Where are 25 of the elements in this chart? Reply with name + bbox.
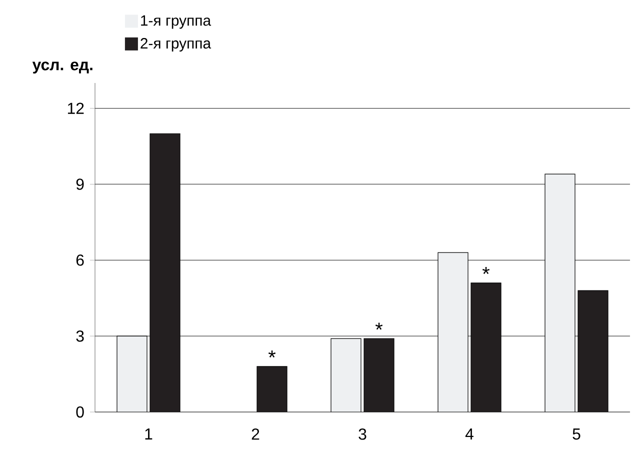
y-axis-title: усл. ед. [32,62,92,74]
annotation: * [375,322,383,330]
bar [116,336,148,412]
legend-label: 2-я группа [140,38,212,52]
bar [256,366,288,412]
bar [544,174,576,412]
x-tick-label: 3 [358,428,366,440]
x-tick-label: 5 [572,428,580,440]
annotation: * [268,350,276,358]
bar [150,133,180,412]
bar [470,282,502,412]
y-tick-label: 9 [76,178,84,190]
bar [364,338,394,412]
x-tick-label: 1 [145,428,152,440]
x-tick-label: 4 [465,428,474,440]
annotation: * [482,267,490,274]
x-tick-label: 2 [252,428,260,440]
bar [578,290,608,412]
y-tick-label: 12 [68,102,84,114]
bar [438,252,468,412]
legend-label: 1-я группа [141,15,212,29]
y-tick-label: 6 [76,254,84,266]
bar [330,338,362,412]
y-tick-label: 3 [76,330,84,342]
y-tick-label: 0 [76,406,84,418]
